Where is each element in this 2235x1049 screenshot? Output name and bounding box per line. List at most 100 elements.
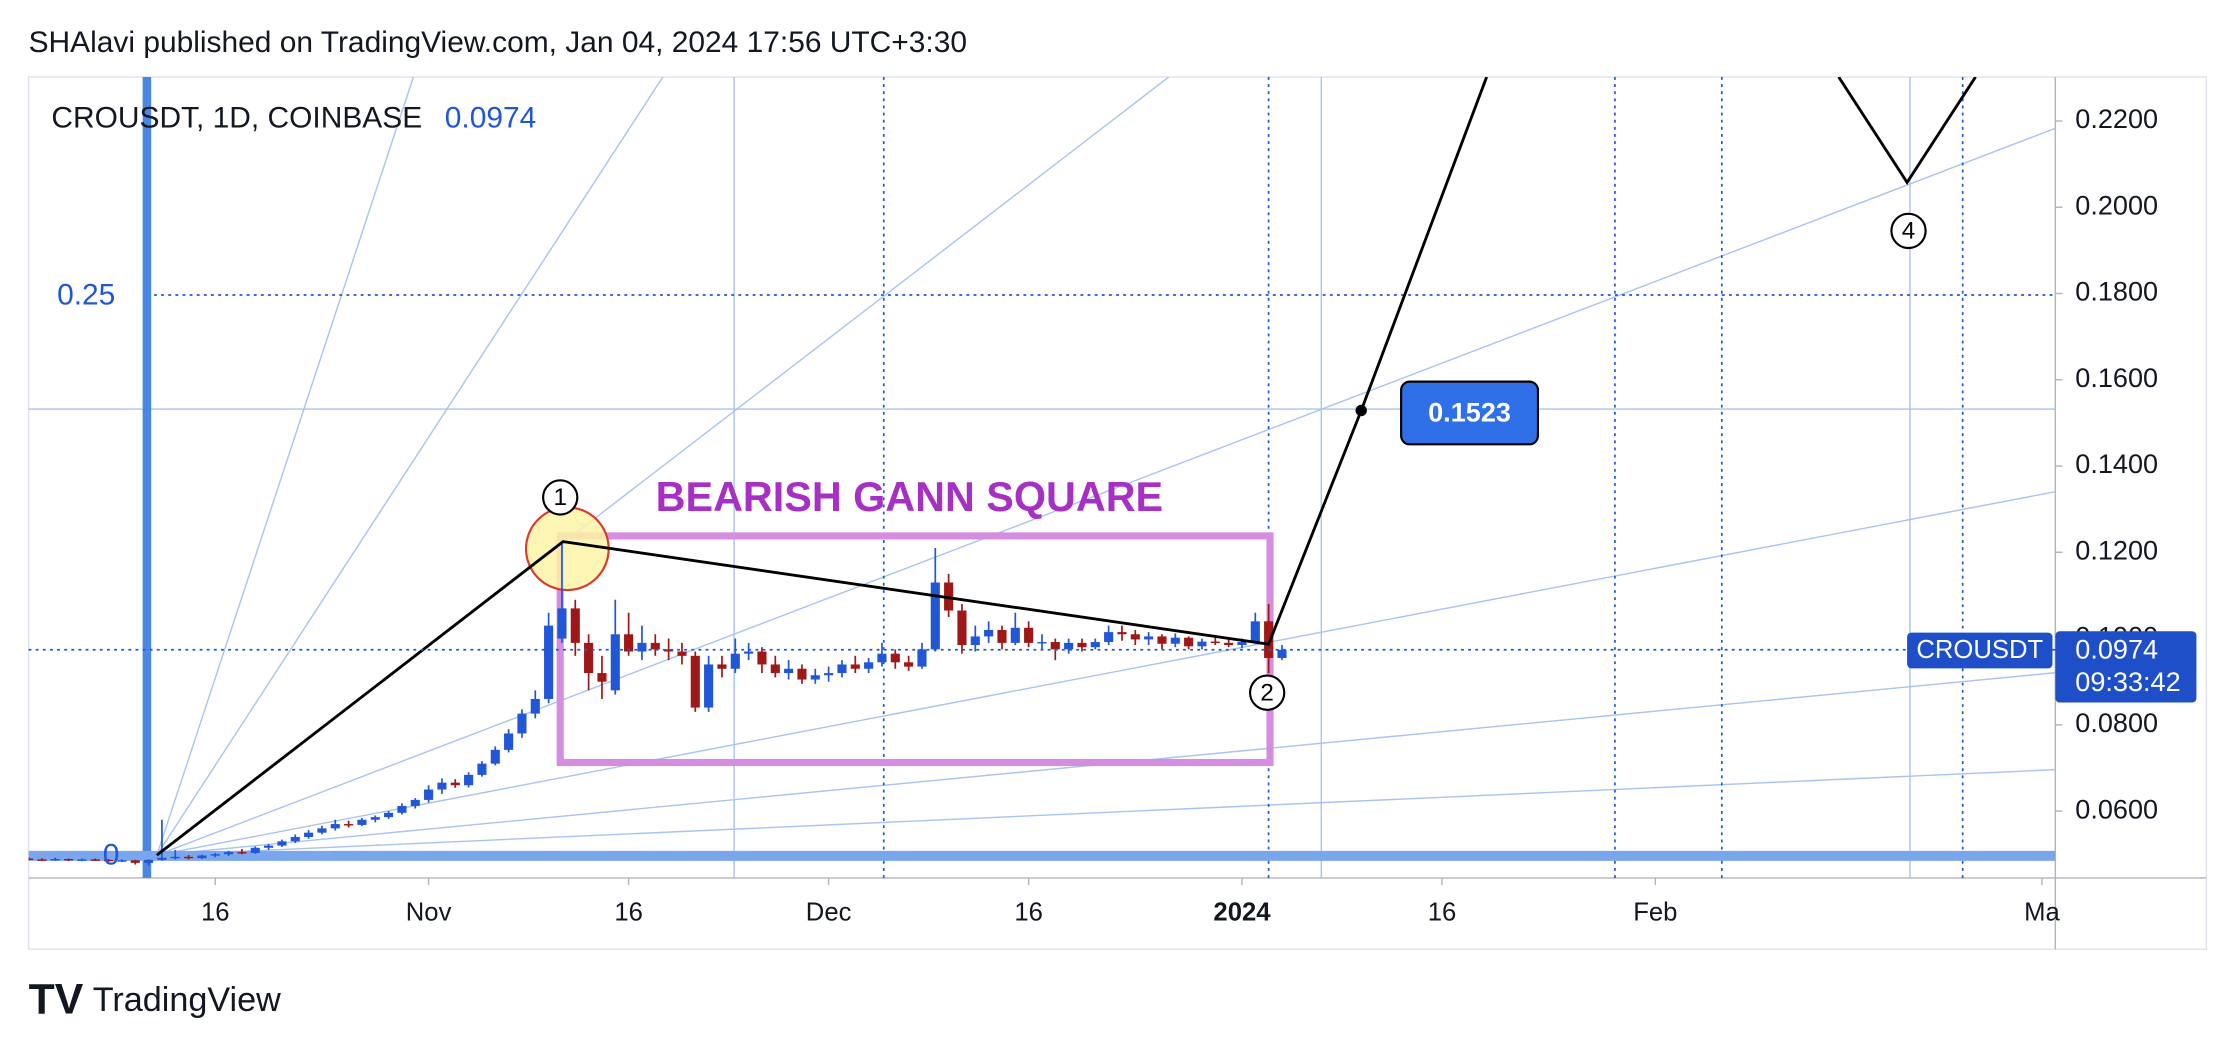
candle-body (397, 805, 407, 813)
y-tick-label: 0.0600 (2075, 793, 2158, 824)
candle-body (237, 852, 247, 854)
candle-body (530, 698, 540, 714)
candle-body (130, 860, 140, 863)
candle-body (1050, 642, 1060, 650)
wave-label: 1 2 4 (542, 212, 1927, 711)
candle-body (1130, 634, 1140, 640)
candle-body (50, 858, 60, 861)
wave-circle (542, 479, 579, 516)
candle-body (77, 859, 87, 861)
candle-body (170, 856, 180, 859)
x-tick-label: Feb (1633, 898, 1677, 926)
candle-body (917, 649, 927, 667)
candle-body (704, 664, 714, 708)
x-tick-label: 2024 (1213, 898, 1271, 926)
symbol-badge (1907, 632, 2053, 669)
candle-body (117, 860, 127, 862)
candle-body (824, 673, 834, 676)
candle-body (464, 774, 474, 786)
x-tick-label: 16 (1014, 898, 1043, 926)
y-tick-label: 0.1400 (2075, 448, 2158, 479)
x-tick-label: Ma (2024, 898, 2060, 926)
candle-body (28, 858, 34, 860)
candle-body (277, 841, 287, 846)
candle-body (890, 653, 900, 663)
candle-body (650, 642, 660, 650)
candle-body (197, 855, 207, 859)
brand: TradingView (93, 981, 281, 1019)
candle-body (1117, 632, 1127, 635)
price-badge-text: 0.0974 (2075, 633, 2158, 664)
candle-body (744, 651, 754, 654)
candle-body (1264, 621, 1274, 658)
candle-body (690, 655, 700, 708)
candle-body (877, 653, 887, 663)
candle-body (490, 749, 500, 764)
candle-body (224, 852, 234, 855)
candle-body (437, 782, 447, 790)
candle-body (64, 858, 74, 861)
candle-body (1037, 642, 1047, 644)
candle-body (1277, 649, 1287, 658)
candle-body (384, 812, 394, 818)
candle-body (970, 636, 980, 646)
candle-body (784, 668, 794, 674)
symbol-legend: CROUSDT, 1D, COINBASE (51, 102, 422, 135)
candle-body (1197, 641, 1207, 647)
candle-body (504, 733, 514, 750)
candle-body (797, 668, 807, 680)
candle-body (770, 664, 780, 674)
candle-body (1170, 637, 1180, 644)
symbol-badge-text: CROUSDT (1916, 636, 2043, 664)
wave-text: 1 (553, 484, 566, 511)
candle-body (357, 819, 367, 825)
y-tick-label: 0.2000 (2075, 189, 2158, 220)
candle-body (477, 763, 487, 775)
candle-body (157, 857, 167, 860)
candle-body (330, 824, 340, 829)
wave-text: 4 (1902, 218, 1915, 245)
target-label: 0.1523 (1428, 397, 1511, 428)
x-tick-label: 16 (614, 898, 643, 926)
peak-marker (524, 506, 610, 592)
candle-body (184, 856, 194, 859)
candle-body (610, 634, 620, 691)
candle-body (1144, 636, 1154, 640)
wave-text: 2 (1260, 679, 1273, 706)
gann-bottom-edge (28, 850, 2056, 861)
candle-body (730, 653, 740, 669)
candles (28, 543, 1287, 866)
annotation-title: BEARISH GANN SQUARE (656, 474, 1163, 520)
candle-body (810, 675, 820, 680)
candle-body (597, 673, 607, 682)
candle-body (450, 782, 460, 786)
candle-body (317, 828, 327, 833)
candle-body (1224, 642, 1234, 646)
candle-body (1250, 621, 1260, 643)
candle-body (410, 799, 420, 806)
countdown-text: 09:33:42 (2075, 666, 2180, 697)
candle-body (37, 859, 47, 861)
candle-body (637, 642, 647, 652)
gann-label: 0 (103, 838, 120, 871)
candle-body (210, 854, 220, 856)
price-badge (2055, 631, 2197, 703)
candle-body (144, 859, 154, 863)
target-point (1355, 404, 1367, 417)
gann-dotted-lines (146, 76, 2056, 878)
candle-body (1090, 642, 1100, 648)
candle-body (104, 859, 114, 862)
wave-circle (1248, 674, 1286, 711)
x-tick-label: 16 (201, 898, 230, 926)
candle-body (984, 629, 994, 637)
candle-body (250, 847, 260, 853)
candle-body (850, 664, 860, 669)
candle-body (837, 664, 847, 674)
candle-body (370, 817, 380, 820)
projection-path-4 (1837, 76, 1977, 186)
candle-body (344, 824, 354, 826)
candle-body (1210, 641, 1220, 644)
candle-body (1024, 627, 1034, 643)
candle-body (864, 662, 874, 669)
